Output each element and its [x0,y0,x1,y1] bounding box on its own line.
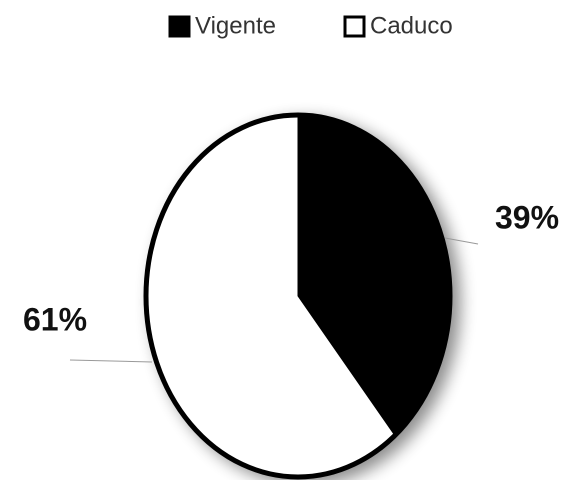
legend-swatch [168,15,191,38]
data-labels: 39% 61% [23,199,559,363]
legend-label: Vigente [195,12,276,39]
legend-label: Caduco [370,12,453,39]
legend: Vigente Caduco [168,12,453,39]
pie-outline [143,112,453,480]
leader-line [444,237,479,245]
legend-swatch [343,15,366,38]
data-label: 61% [23,301,87,337]
pie [143,112,453,480]
leader-line [69,359,153,363]
data-label: 39% [495,199,559,235]
